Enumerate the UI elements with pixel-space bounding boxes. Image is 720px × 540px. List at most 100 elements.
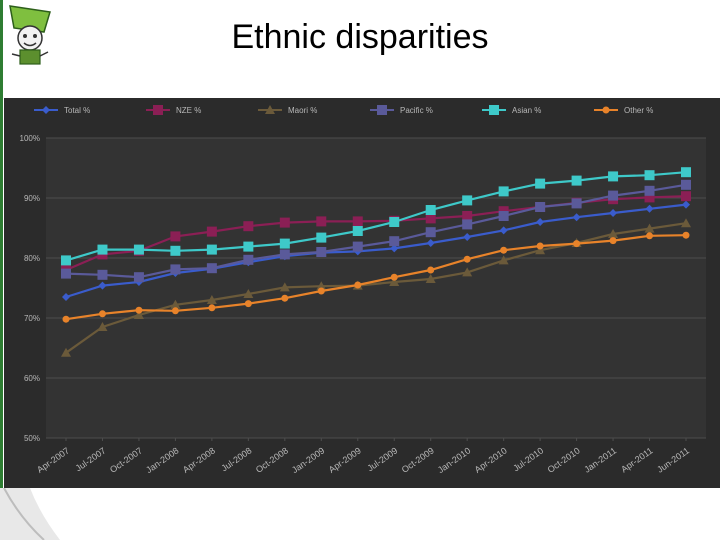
data-point [243, 254, 254, 265]
data-point [97, 322, 108, 331]
data-point [206, 263, 217, 274]
data-point [61, 268, 71, 279]
series-other [62, 231, 690, 323]
data-point [354, 281, 362, 289]
data-point [462, 267, 473, 277]
data-point [425, 205, 436, 215]
data-point [390, 273, 398, 281]
data-point [572, 213, 581, 222]
data-point [571, 198, 582, 209]
data-point [682, 200, 690, 209]
data-point [462, 219, 473, 230]
data-point [608, 190, 619, 201]
data-point [98, 281, 107, 290]
y-tick-label: 70% [24, 314, 40, 323]
series-line [65, 171, 687, 262]
legend-label: Maori % [288, 106, 317, 115]
series-line [65, 183, 687, 279]
data-point [425, 274, 436, 283]
data-point [463, 255, 471, 263]
legend-item: Total % [34, 106, 90, 115]
series-line [65, 222, 687, 354]
data-point [644, 185, 655, 196]
data-point [352, 241, 363, 252]
data-point [208, 304, 216, 312]
series-asian [61, 167, 691, 266]
data-point [316, 216, 327, 227]
legend-label: Other % [624, 106, 653, 115]
data-point [133, 272, 144, 283]
data-point [316, 232, 327, 243]
y-tick-label: 80% [24, 254, 40, 263]
data-point [62, 293, 70, 301]
data-point [681, 167, 691, 178]
legend-marker [489, 105, 499, 115]
data-point [608, 229, 619, 238]
line-chart: 50%60%70%80%90%100% Apr-2007 Jul-2007 Oct-… [4, 98, 720, 488]
data-point [644, 192, 655, 203]
data-point [389, 217, 400, 227]
data-point [244, 300, 252, 308]
data-point [463, 233, 472, 241]
data-point [425, 213, 436, 224]
data-point [135, 306, 143, 314]
legend-label: Pacific % [400, 106, 433, 115]
data-point [279, 282, 290, 292]
y-tick-label: 60% [24, 374, 40, 383]
data-point [206, 295, 217, 304]
data-point [133, 244, 144, 255]
legend-label: Total % [64, 106, 90, 115]
series-line [65, 234, 687, 321]
data-point [170, 299, 181, 309]
cartoon-logo-icon [9, 5, 51, 65]
legend: Total % NZE % Maori % Pacific % Asian % Other… [34, 105, 653, 115]
data-point [535, 202, 546, 212]
data-point [500, 246, 508, 254]
data-point [243, 241, 254, 252]
data-point [98, 310, 106, 318]
legend-item: Pacific % [370, 105, 433, 115]
data-point [352, 226, 363, 236]
data-point [498, 211, 509, 221]
data-point [97, 244, 108, 255]
data-point [316, 247, 327, 257]
data-point [571, 175, 582, 186]
data-point [462, 195, 473, 206]
series-line [65, 203, 687, 299]
data-point [243, 221, 254, 232]
data-point [681, 179, 691, 190]
plot-area [46, 138, 706, 438]
data-point [97, 269, 108, 280]
data-point [536, 218, 545, 226]
data-point [389, 236, 400, 247]
data-point [646, 232, 654, 240]
grid-layer [46, 137, 706, 441]
legend-item: Other % [594, 106, 653, 115]
data-point [62, 315, 70, 323]
data-point [317, 287, 325, 295]
data-point [426, 239, 435, 247]
data-point [389, 277, 400, 286]
data-point [609, 209, 618, 217]
data-point [573, 240, 581, 248]
data-point [243, 289, 254, 298]
data-point [279, 249, 290, 260]
data-point [390, 244, 399, 253]
data-point [645, 204, 654, 213]
data-point [427, 266, 435, 274]
data-point [170, 231, 181, 242]
data-point [535, 178, 546, 189]
series-layer [61, 167, 691, 357]
legend-marker [153, 105, 163, 115]
left-decoration [0, 0, 3, 540]
data-point [206, 244, 217, 255]
legend-marker [265, 105, 275, 114]
data-point [206, 226, 217, 237]
legend-item: Asian % [482, 105, 541, 115]
data-point [608, 171, 619, 182]
data-point [644, 223, 655, 233]
data-point [170, 245, 181, 256]
data-point [609, 237, 617, 245]
data-point [644, 170, 655, 181]
data-point [171, 307, 179, 315]
